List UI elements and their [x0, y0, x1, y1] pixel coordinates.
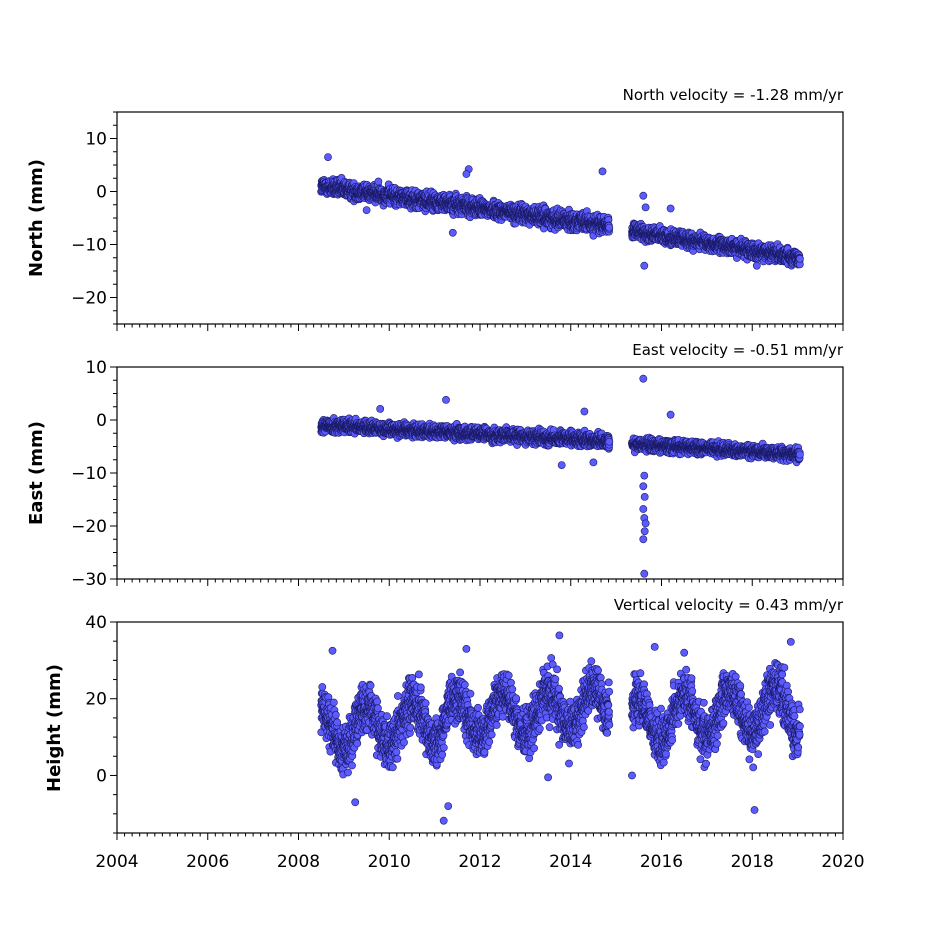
y-tick-label: −10	[71, 236, 107, 256]
data-point-outlier	[448, 228, 457, 237]
data-point-outlier	[324, 153, 332, 161]
velocity-title: North velocity = -1.28 mm/yr	[623, 86, 844, 104]
y-axis-label: North (mm)	[26, 159, 47, 277]
data-point-outlier	[752, 261, 761, 270]
data-point-outlier	[462, 170, 471, 178]
data-points	[317, 374, 804, 578]
data-point-outlier	[598, 167, 607, 176]
data-point	[605, 223, 614, 232]
data-point-outlier	[639, 191, 648, 200]
data-point	[374, 177, 383, 186]
data-point-outlier	[641, 203, 650, 212]
data-point-outlier	[640, 261, 649, 270]
y-tick-label: 0	[96, 183, 107, 203]
data-point-outlier	[362, 206, 371, 214]
y-tick-label: 10	[85, 130, 107, 150]
data-points	[317, 153, 804, 270]
y-tick-label: −20	[71, 289, 107, 309]
data-point	[796, 254, 804, 263]
data-point-outlier	[666, 204, 675, 213]
panel-1: 10 0 −10 −20 North velocity = -1.28 mm/yr Nor…	[26, 86, 844, 331]
